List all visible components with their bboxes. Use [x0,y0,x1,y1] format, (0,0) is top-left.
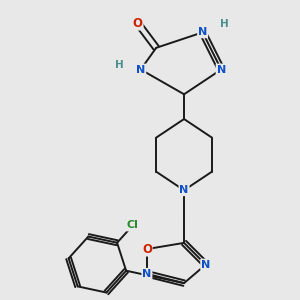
Text: N: N [179,185,189,195]
Text: N: N [136,64,145,74]
Text: N: N [142,269,152,279]
Text: O: O [133,16,142,30]
Text: H: H [220,19,228,29]
Text: N: N [217,64,226,74]
Text: N: N [198,27,207,37]
Text: Cl: Cl [127,220,139,230]
Text: N: N [201,260,210,270]
Text: O: O [142,243,152,256]
Text: H: H [115,60,124,70]
